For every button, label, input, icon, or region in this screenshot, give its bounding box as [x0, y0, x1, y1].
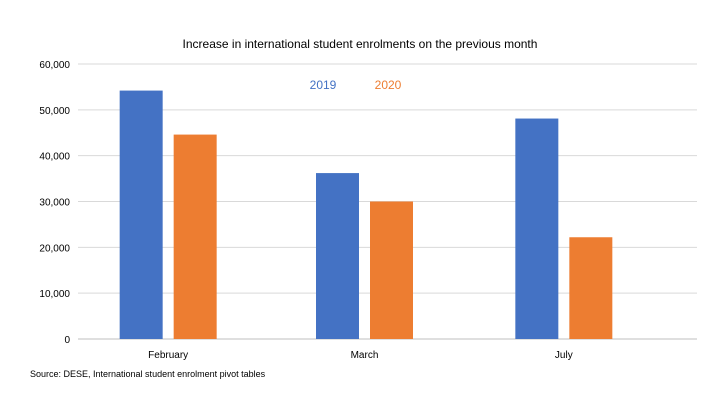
y-tick-label: 30,000: [39, 198, 70, 209]
bar-2020-february: [173, 134, 217, 339]
bar-2019-february: [119, 90, 163, 339]
source-note: Source: DESE, International student enro…: [30, 369, 266, 379]
bar-2020-july: [569, 237, 613, 339]
y-tick-label: 50,000: [39, 106, 70, 117]
y-tick-label: 10,000: [39, 289, 70, 300]
y-tick-label: 40,000: [39, 152, 70, 163]
bar-2019-march: [316, 173, 359, 339]
y-tick-label: 0: [64, 335, 70, 346]
x-tick-label: July: [555, 350, 573, 361]
y-tick-label: 60,000: [39, 60, 70, 71]
legend-2019: 2019: [310, 78, 337, 92]
bar-2020-march: [370, 201, 413, 339]
chart-title: Increase in international student enrolm…: [183, 37, 538, 51]
y-tick-label: 20,000: [39, 243, 70, 254]
legend-2020: 2020: [375, 78, 402, 92]
x-tick-label: February: [148, 350, 188, 361]
bar-2019-july: [515, 118, 559, 340]
x-tick-label: March: [351, 350, 379, 361]
